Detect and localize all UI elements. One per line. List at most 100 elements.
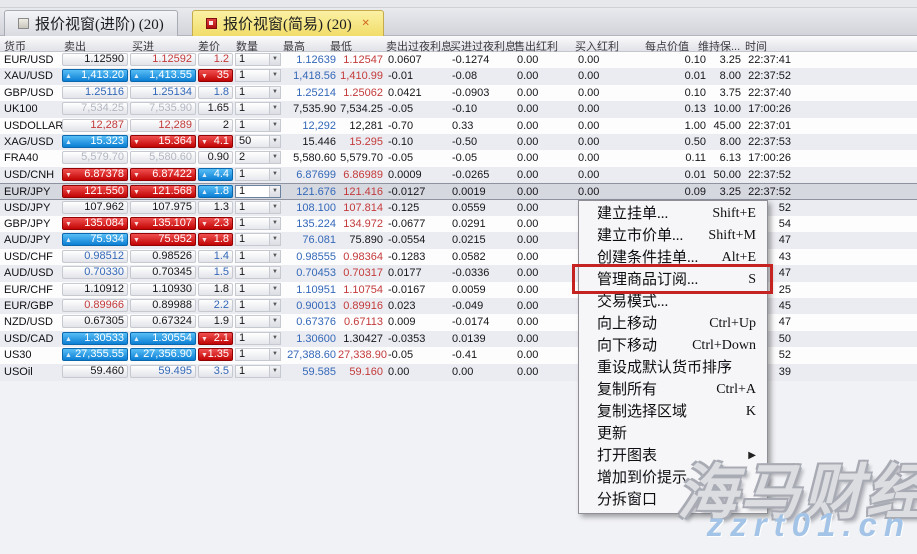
column-header[interactable]: 最低	[330, 41, 352, 53]
buy-price-cell[interactable]: 12,289	[130, 118, 196, 132]
quote-row[interactable]: USD/CAD ▲ 1.30533 ▲ 1.30554 ▼ 2.1 1 ▼ 1.30600 1.30…	[0, 330, 917, 348]
menu-item-generic[interactable]: 向上移动 Ctrl+Up	[579, 313, 767, 335]
quantity-stepper[interactable]: 2 ▼	[235, 151, 281, 165]
dropdown-arrow-icon[interactable]: ▼	[269, 300, 280, 311]
spread-cell[interactable]: ▼ 2.3	[198, 217, 233, 230]
sell-price-cell[interactable]: 107.962	[62, 200, 128, 214]
dropdown-arrow-icon[interactable]: ▼	[269, 54, 280, 65]
quote-row[interactable]: USD/JPY 107.962 107.975 1.3 1 ▼ 108.100 107.814…	[0, 199, 917, 217]
dropdown-arrow-icon[interactable]: ▼	[269, 186, 280, 198]
quantity-stepper[interactable]: 1 ▼	[235, 348, 281, 362]
dropdown-arrow-icon[interactable]: ▼	[269, 168, 280, 180]
buy-price-cell[interactable]: 0.89988	[130, 299, 196, 312]
spread-cell[interactable]: 1.65	[198, 102, 233, 116]
menu-item-generic[interactable]: 重设成默认货币排序	[579, 357, 767, 379]
dropdown-arrow-icon[interactable]: ▼	[269, 316, 280, 328]
buy-price-cell[interactable]: 59.495	[130, 364, 196, 378]
quantity-stepper[interactable]: 1 ▼	[235, 299, 281, 312]
tab-quote-window-simple[interactable]: 报价视窗(简易) (20) ×	[192, 10, 384, 36]
sell-price-cell[interactable]: 0.98512	[62, 249, 128, 263]
quantity-stepper[interactable]: 1 ▼	[235, 315, 281, 329]
quantity-stepper[interactable]: 1 ▼	[235, 53, 281, 66]
quantity-stepper[interactable]: 1 ▼	[235, 69, 281, 83]
quote-row[interactable]: UK100 7,534.25 7,535.90 1.65 1 ▼ 7,535.90 7,534…	[0, 101, 917, 119]
sell-price-cell[interactable]: 59.460	[62, 364, 128, 378]
quantity-stepper[interactable]: 1 ▼	[235, 249, 281, 263]
dropdown-arrow-icon[interactable]: ▼	[269, 86, 280, 98]
dropdown-arrow-icon[interactable]: ▼	[269, 365, 280, 377]
spread-cell[interactable]: 2	[198, 118, 233, 132]
menu-item-generic[interactable]: 更新	[579, 423, 767, 445]
menu-item-generic[interactable]: 建立市价单... Shift+M	[579, 225, 767, 247]
column-header[interactable]: 每点价值	[645, 41, 689, 53]
menu-item-generic[interactable]: 交易模式...	[579, 291, 767, 313]
buy-price-cell[interactable]: ▲ 1,413.55	[130, 69, 196, 83]
quantity-stepper[interactable]: 1 ▼	[235, 364, 281, 378]
buy-price-cell[interactable]: ▼ 75.952	[130, 233, 196, 247]
buy-price-cell[interactable]: ▲ 1.30554	[130, 331, 196, 345]
menu-item-generic[interactable]: 创建条件挂单... Alt+E	[579, 247, 767, 269]
quantity-stepper[interactable]: 50 ▼	[235, 135, 281, 148]
quantity-stepper[interactable]: 1 ▼	[235, 167, 281, 181]
column-header[interactable]: 卖出	[64, 41, 86, 53]
dropdown-arrow-icon[interactable]: ▼	[269, 103, 280, 115]
quote-row[interactable]: EUR/USD 1.12590 1.12592 1.2 1 ▼ 1.12639 1.12547…	[0, 52, 917, 69]
buy-price-cell[interactable]: ▼ 15.364	[130, 135, 196, 148]
quantity-stepper[interactable]: 1 ▼	[235, 217, 281, 230]
menu-item-generic[interactable]: 复制所有 Ctrl+A	[579, 379, 767, 401]
buy-price-cell[interactable]: 7,535.90	[130, 102, 196, 116]
spread-cell[interactable]: 1.8	[198, 85, 233, 99]
column-header[interactable]: 维持保...	[698, 41, 741, 53]
spread-cell[interactable]: ▼ 1.35	[198, 348, 233, 362]
buy-price-cell[interactable]: 0.98526	[130, 249, 196, 263]
quantity-stepper[interactable]: 1 ▼	[235, 282, 281, 296]
quantity-stepper[interactable]: 1 ▼	[235, 266, 281, 280]
buy-price-cell[interactable]: 107.975	[130, 200, 196, 214]
dropdown-arrow-icon[interactable]: ▼	[269, 136, 280, 147]
dropdown-arrow-icon[interactable]: ▼	[269, 119, 280, 131]
menu-item-generic[interactable]: 打开图表 ▶	[579, 445, 767, 467]
sell-price-cell[interactable]: 0.70330	[62, 266, 128, 280]
dropdown-arrow-icon[interactable]: ▼	[269, 283, 280, 295]
column-header[interactable]: 卖出过夜利息	[386, 41, 452, 53]
column-header[interactable]: 时间	[745, 41, 767, 53]
sell-price-cell[interactable]: 1.10912	[62, 282, 128, 296]
quote-row[interactable]: EUR/JPY ▼ 121.550 ▼ 121.568 ▲ 1.8 1 ▼ 121.676 121.…	[0, 183, 917, 201]
spread-cell[interactable]: 2.2	[198, 299, 233, 312]
quantity-stepper[interactable]: 1 ▼	[235, 200, 281, 214]
quote-row[interactable]: AUD/JPY ▲ 75.934 ▼ 75.952 ▼ 1.8 1 ▼ 76.081 75.890-…	[0, 232, 917, 250]
spread-cell[interactable]: ▼ 4.1	[198, 135, 233, 148]
buy-price-cell[interactable]: 1.10930	[130, 282, 196, 296]
quote-row[interactable]: XAU/USD ▲ 1,413.20 ▲ 1,413.55 ▼ 35 1 ▼ 1,418.56 1,…	[0, 68, 917, 86]
spread-cell[interactable]: ▲ 4.4	[198, 167, 233, 181]
sell-price-cell[interactable]: 1.12590	[62, 53, 128, 66]
column-header[interactable]: 数量	[236, 41, 258, 53]
menu-item-generic[interactable]: 分拆窗口	[579, 489, 767, 511]
column-header[interactable]: 售出红利	[514, 41, 558, 53]
menu-item-manage-subscriptions[interactable]: 管理商品订阅... S	[579, 269, 767, 291]
quote-row[interactable]: EUR/GBP 0.89966 0.89988 2.2 1 ▼ 0.90013 0.89916…	[0, 298, 917, 315]
quantity-stepper[interactable]: 1 ▼	[235, 331, 281, 345]
quote-row[interactable]: NZD/USD 0.67305 0.67324 1.9 1 ▼ 0.67376 0.67113…	[0, 314, 917, 332]
buy-price-cell[interactable]: 5,580.60	[130, 151, 196, 165]
quote-row[interactable]: GBP/USD 1.25116 1.25134 1.8 1 ▼ 1.25214 1.25062…	[0, 84, 917, 102]
column-header[interactable]: 买进过夜利息	[450, 41, 516, 53]
sell-price-cell[interactable]: 0.67305	[62, 315, 128, 329]
column-header[interactable]: 最高	[283, 41, 305, 53]
spread-cell[interactable]: 3.5	[198, 364, 233, 378]
dropdown-arrow-icon[interactable]: ▼	[269, 267, 280, 279]
spread-cell[interactable]: 1.9	[198, 315, 233, 329]
sell-price-cell[interactable]: 12,287	[62, 118, 128, 132]
spread-cell[interactable]: 1.8	[198, 282, 233, 296]
sell-price-cell[interactable]: 5,579.70	[62, 151, 128, 165]
sell-price-cell[interactable]: ▼ 121.550	[62, 185, 128, 199]
close-icon[interactable]: ×	[361, 15, 370, 31]
sell-price-cell[interactable]: ▼ 135.084	[62, 217, 128, 230]
spread-cell[interactable]: 1.4	[198, 249, 233, 263]
spread-cell[interactable]: ▲ 1.8	[198, 185, 233, 199]
buy-price-cell[interactable]: 0.67324	[130, 315, 196, 329]
column-header[interactable]: 买入红利	[575, 41, 619, 53]
quantity-stepper[interactable]: 1 ▼	[235, 185, 281, 199]
buy-price-cell[interactable]: 1.25134	[130, 85, 196, 99]
quote-row[interactable]: XAG/USD ▲ 15.323 ▼ 15.364 ▼ 4.1 50 ▼ 15.446 15.295…	[0, 134, 917, 151]
